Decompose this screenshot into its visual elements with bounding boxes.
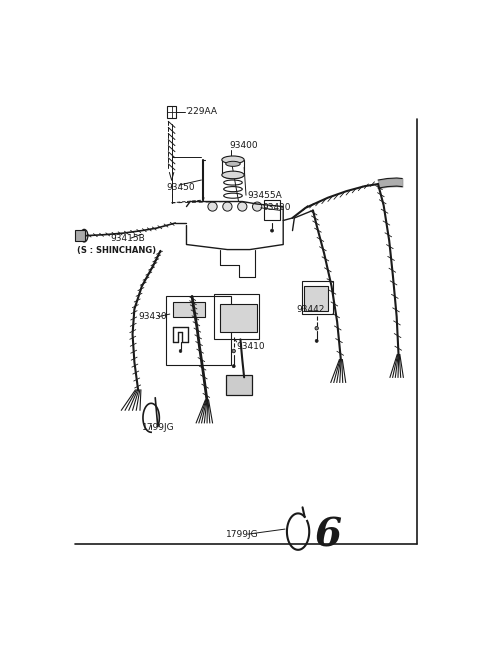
Bar — [215, 294, 259, 340]
Text: 1799JG: 1799JG — [142, 423, 174, 432]
Text: (S : SHINCHANG): (S : SHINCHANG) — [77, 246, 156, 256]
Ellipse shape — [238, 202, 247, 211]
Text: 93430: 93430 — [138, 312, 167, 321]
Bar — [304, 286, 328, 311]
Bar — [264, 200, 280, 221]
Ellipse shape — [222, 156, 244, 164]
Text: 93420: 93420 — [263, 204, 291, 212]
Ellipse shape — [81, 229, 88, 242]
Ellipse shape — [222, 171, 244, 179]
Bar — [302, 281, 334, 314]
Text: 6: 6 — [314, 516, 341, 554]
Bar — [173, 302, 205, 317]
Text: '229AA: '229AA — [185, 107, 217, 116]
Text: 93442: 93442 — [296, 305, 324, 313]
Ellipse shape — [179, 350, 182, 353]
Text: 1799JG: 1799JG — [226, 530, 258, 539]
Bar — [167, 106, 176, 118]
Text: 93410: 93410 — [237, 342, 265, 351]
Ellipse shape — [315, 340, 318, 342]
Ellipse shape — [252, 202, 262, 211]
Ellipse shape — [223, 202, 232, 211]
Text: 93455A: 93455A — [248, 191, 283, 200]
Text: 93450: 93450 — [166, 183, 195, 192]
Ellipse shape — [208, 202, 217, 211]
Ellipse shape — [232, 350, 235, 353]
Ellipse shape — [271, 229, 274, 232]
Ellipse shape — [315, 327, 318, 330]
Bar — [75, 229, 85, 240]
Text: 93400: 93400 — [229, 141, 258, 150]
Bar — [226, 374, 252, 395]
Text: 93415B: 93415B — [110, 234, 145, 242]
Ellipse shape — [80, 231, 84, 240]
Ellipse shape — [232, 365, 235, 368]
Ellipse shape — [226, 162, 240, 166]
Bar — [220, 304, 257, 332]
Bar — [166, 296, 231, 365]
